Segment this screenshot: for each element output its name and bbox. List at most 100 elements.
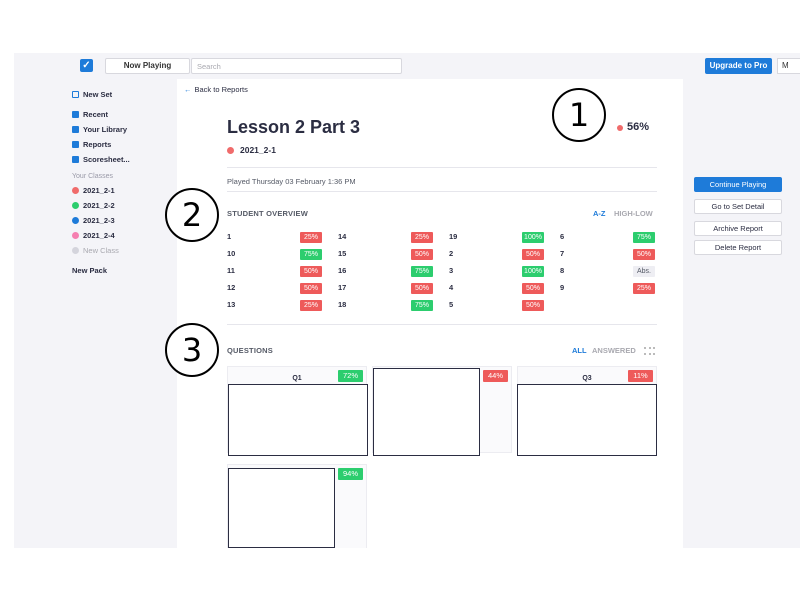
question-preview-redacted: [228, 468, 335, 548]
sort-highlow-button[interactable]: HIGH-LOW: [614, 209, 653, 218]
new-pack-button[interactable]: New Pack: [72, 266, 108, 275]
student-name: 7: [560, 249, 565, 258]
divider: [227, 167, 657, 168]
user-menu-button[interactable]: M: [777, 58, 800, 74]
student-row[interactable]: 19 100%: [449, 231, 544, 244]
class-color-dot: [227, 147, 234, 154]
student-row[interactable]: 13 25%: [227, 299, 322, 312]
upgrade-button[interactable]: Upgrade to Pro: [705, 58, 772, 74]
student-row[interactable]: 12 50%: [227, 282, 322, 295]
callout-3: 3: [165, 323, 219, 377]
question-score-badge: 72%: [338, 370, 363, 382]
new-class-button[interactable]: New Class: [72, 246, 119, 256]
student-row[interactable]: 4 50%: [449, 282, 544, 295]
student-row[interactable]: 17 50%: [338, 282, 433, 295]
sidebar-item-class-2[interactable]: 2021_2-2: [72, 201, 115, 211]
sidebar-item-label: Reports: [83, 140, 112, 149]
now-playing-button[interactable]: Now Playing: [105, 58, 190, 74]
student-row[interactable]: 8 Abs.: [560, 265, 655, 278]
question-preview-redacted: [373, 368, 480, 456]
student-row[interactable]: 3 100%: [449, 265, 544, 278]
question-label: Q3: [582, 375, 592, 382]
played-timestamp: Played Thursday 03 February 1:36 PM: [227, 177, 356, 186]
student-row[interactable]: 11 50%: [227, 265, 322, 278]
sidebar-item-class-4[interactable]: 2021_2-4: [72, 231, 115, 241]
student-name: 15: [338, 249, 347, 258]
student-name: 18: [338, 300, 347, 309]
divider: [227, 191, 657, 192]
recent-icon: [72, 111, 79, 118]
student-name: 19: [449, 232, 458, 241]
callout-2: 2: [165, 188, 219, 242]
back-to-reports-link[interactable]: ← Back to Reports: [184, 85, 248, 94]
questions-title: QUESTIONS: [227, 346, 273, 355]
student-score-badge: 50%: [411, 283, 433, 294]
student-name: 14: [338, 232, 347, 241]
grid-view-icon[interactable]: [644, 347, 655, 355]
reports-icon: [72, 141, 79, 148]
student-row[interactable]: 16 75%: [338, 265, 433, 278]
question-score-badge: 11%: [628, 370, 653, 382]
student-row[interactable]: 15 50%: [338, 248, 433, 261]
student-score-badge: 50%: [522, 300, 544, 311]
new-class-label: New Class: [83, 246, 119, 255]
student-score-badge: 25%: [633, 283, 655, 294]
student-name: 11: [227, 266, 235, 275]
student-row[interactable]: 9 25%: [560, 282, 655, 295]
sidebar-item-reports[interactable]: Reports: [72, 140, 111, 150]
sidebar-item-class-3[interactable]: 2021_2-3: [72, 216, 115, 226]
student-name: 17: [338, 283, 347, 292]
class-color-dot: [72, 202, 79, 209]
student-name: 8: [560, 266, 565, 275]
arrow-left-icon: ←: [184, 85, 192, 94]
student-name: 10: [227, 249, 236, 258]
student-score-badge: 25%: [411, 232, 433, 243]
class-tag: 2021_2-1: [227, 145, 276, 155]
go-to-set-detail-button[interactable]: Go to Set Detail: [694, 199, 782, 214]
student-row[interactable]: 6 75%: [560, 231, 655, 244]
filter-all-button[interactable]: ALL: [572, 346, 587, 355]
folder-icon: [72, 126, 79, 133]
callout-1: 1: [552, 88, 606, 142]
app-logo-icon[interactable]: ✓: [80, 59, 93, 72]
overall-score: 56%: [617, 121, 649, 133]
student-name: 3: [449, 266, 454, 275]
student-row[interactable]: 5 50%: [449, 299, 544, 312]
sidebar-item-scoresheet[interactable]: Scoresheet...: [72, 155, 130, 165]
edit-icon: [72, 91, 79, 98]
student-score-badge: 75%: [300, 249, 322, 260]
score-dot: [617, 125, 623, 131]
student-row[interactable]: 18 75%: [338, 299, 433, 312]
student-row[interactable]: 1 25%: [227, 231, 322, 244]
grid-icon: [72, 156, 79, 163]
student-row[interactable]: 14 25%: [338, 231, 433, 244]
question-score-badge: 94%: [338, 468, 363, 480]
filter-answered-button[interactable]: ANSWERED: [592, 346, 636, 355]
student-row[interactable]: 2 50%: [449, 248, 544, 261]
search-input[interactable]: [191, 58, 402, 74]
sidebar-item-library[interactable]: Your Library: [72, 125, 127, 135]
report-actions-panel: Continue Playing Go to Set Detail Archiv…: [683, 79, 800, 548]
student-name: 2: [449, 249, 454, 258]
class-color-dot: [72, 187, 79, 194]
class-tag-label: 2021_2-1: [240, 145, 276, 155]
sidebar-item-label: Recent: [83, 110, 109, 119]
student-name: 12: [227, 283, 236, 292]
sort-az-button[interactable]: A-Z: [593, 209, 606, 218]
continue-playing-button[interactable]: Continue Playing: [694, 177, 782, 192]
question-preview-redacted: [228, 384, 368, 456]
student-score-badge: 75%: [411, 300, 433, 311]
sidebar-item-recent[interactable]: Recent: [72, 110, 108, 120]
archive-report-button[interactable]: Archive Report: [694, 221, 782, 236]
student-row[interactable]: 7 50%: [560, 248, 655, 261]
question-score-badge: 44%: [483, 370, 508, 382]
sidebar-item-class-1[interactable]: 2021_2-1: [72, 186, 115, 196]
app-window: ✓ Now Playing Upgrade to Pro M New Set R…: [14, 53, 800, 548]
student-name: 4: [449, 283, 454, 292]
student-score-badge: Abs.: [633, 266, 655, 277]
delete-report-button[interactable]: Delete Report: [694, 240, 782, 255]
report-main: ← Back to Reports Lesson 2 Part 3 2021_2-…: [177, 79, 683, 548]
student-row[interactable]: 10 75%: [227, 248, 322, 261]
student-name: 5: [449, 300, 454, 309]
new-set-button[interactable]: New Set: [72, 90, 112, 100]
